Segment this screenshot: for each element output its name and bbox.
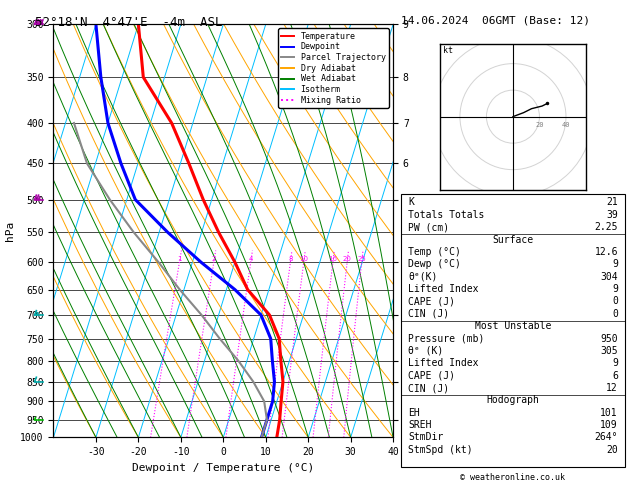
Text: CIN (J): CIN (J) [408, 309, 449, 319]
Text: 12: 12 [606, 383, 618, 393]
Text: Surface: Surface [493, 235, 533, 244]
Text: Lifted Index: Lifted Index [408, 284, 479, 294]
Text: 2: 2 [211, 256, 216, 262]
Text: θᵉ (K): θᵉ (K) [408, 346, 443, 356]
Text: 9: 9 [612, 260, 618, 269]
Text: Most Unstable: Most Unstable [475, 321, 551, 331]
Y-axis label: hPa: hPa [4, 221, 14, 241]
X-axis label: Dewpoint / Temperature (°C): Dewpoint / Temperature (°C) [132, 463, 314, 473]
Text: 9: 9 [612, 358, 618, 368]
Text: Temp (°C): Temp (°C) [408, 247, 461, 257]
Text: SREH: SREH [408, 420, 431, 430]
Text: 950: 950 [600, 333, 618, 344]
Text: 20: 20 [606, 445, 618, 455]
Text: 9: 9 [612, 284, 618, 294]
Text: PW (cm): PW (cm) [408, 222, 449, 232]
Text: EH: EH [408, 408, 420, 418]
Text: 6: 6 [612, 371, 618, 381]
Text: 52°18'N  4°47'E  -4m  ASL: 52°18'N 4°47'E -4m ASL [35, 16, 223, 29]
Text: 25: 25 [357, 256, 366, 262]
Text: 2.25: 2.25 [594, 222, 618, 232]
Text: Pressure (mb): Pressure (mb) [408, 333, 484, 344]
Text: StmDir: StmDir [408, 433, 443, 442]
Text: 264°: 264° [594, 433, 618, 442]
Text: 1: 1 [177, 256, 182, 262]
Text: 101: 101 [600, 408, 618, 418]
Text: 12.6: 12.6 [594, 247, 618, 257]
Text: Totals Totals: Totals Totals [408, 210, 484, 220]
Text: © weatheronline.co.uk: © weatheronline.co.uk [460, 473, 565, 482]
Text: CIN (J): CIN (J) [408, 383, 449, 393]
Legend: Temperature, Dewpoint, Parcel Trajectory, Dry Adiabat, Wet Adiabat, Isotherm, Mi: Temperature, Dewpoint, Parcel Trajectory… [278, 29, 389, 108]
Text: 305: 305 [600, 346, 618, 356]
Text: 0: 0 [612, 296, 618, 306]
Text: K: K [408, 197, 414, 208]
Text: 0: 0 [612, 309, 618, 319]
Text: 20: 20 [535, 122, 543, 128]
Text: 10: 10 [299, 256, 308, 262]
Text: 20: 20 [343, 256, 352, 262]
Text: 4: 4 [248, 256, 253, 262]
Text: StmSpd (kt): StmSpd (kt) [408, 445, 472, 455]
Text: 109: 109 [600, 420, 618, 430]
Text: 304: 304 [600, 272, 618, 282]
Text: Dewp (°C): Dewp (°C) [408, 260, 461, 269]
Text: 8: 8 [288, 256, 292, 262]
Text: CAPE (J): CAPE (J) [408, 296, 455, 306]
Text: CAPE (J): CAPE (J) [408, 371, 455, 381]
Text: 14.06.2024  06GMT (Base: 12): 14.06.2024 06GMT (Base: 12) [401, 16, 590, 26]
Text: 40: 40 [562, 122, 571, 128]
Y-axis label: km
ASL: km ASL [428, 220, 446, 242]
Text: kt: kt [443, 46, 453, 55]
Text: θᵉ(K): θᵉ(K) [408, 272, 437, 282]
Text: Lifted Index: Lifted Index [408, 358, 479, 368]
Text: 21: 21 [606, 197, 618, 208]
Text: Hodograph: Hodograph [486, 396, 540, 405]
Text: 39: 39 [606, 210, 618, 220]
Text: 16: 16 [328, 256, 337, 262]
